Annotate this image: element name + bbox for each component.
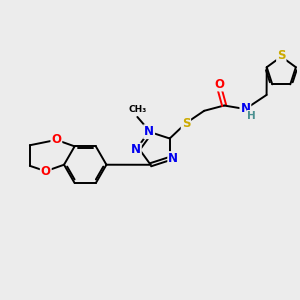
- Text: CH₃: CH₃: [128, 105, 146, 114]
- Text: N: N: [131, 143, 141, 157]
- Text: S: S: [277, 49, 286, 62]
- Text: N: N: [144, 125, 154, 138]
- Text: N: N: [168, 152, 178, 165]
- Text: H: H: [248, 110, 256, 121]
- Text: O: O: [41, 165, 51, 178]
- Text: N: N: [240, 102, 250, 115]
- Text: O: O: [214, 77, 224, 91]
- Text: O: O: [51, 134, 62, 146]
- Text: S: S: [182, 117, 190, 130]
